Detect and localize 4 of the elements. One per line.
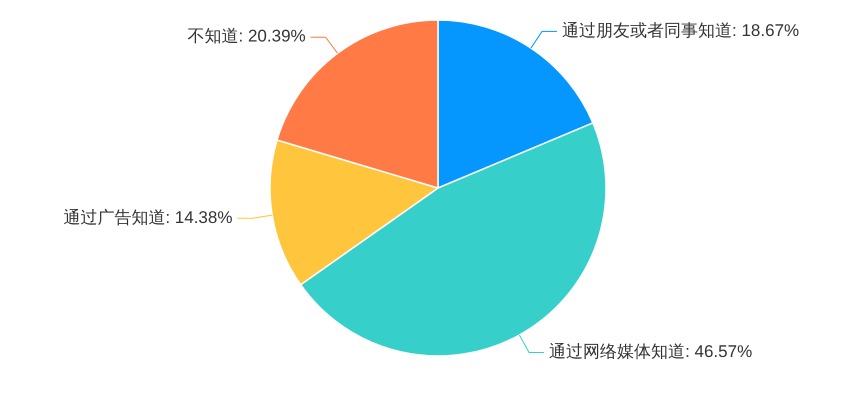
slice-label: 不知道: 20.39% (188, 26, 306, 46)
slice-label: 通过广告知道: 14.38% (63, 208, 232, 227)
slice-label: 通过朋友或者同事知道: 18.67% (562, 20, 800, 40)
slice-label: 通过网络媒体知道: 46.57% (549, 342, 752, 361)
